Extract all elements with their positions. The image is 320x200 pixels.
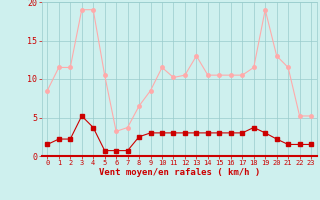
X-axis label: Vent moyen/en rafales ( km/h ): Vent moyen/en rafales ( km/h ) [99, 168, 260, 177]
